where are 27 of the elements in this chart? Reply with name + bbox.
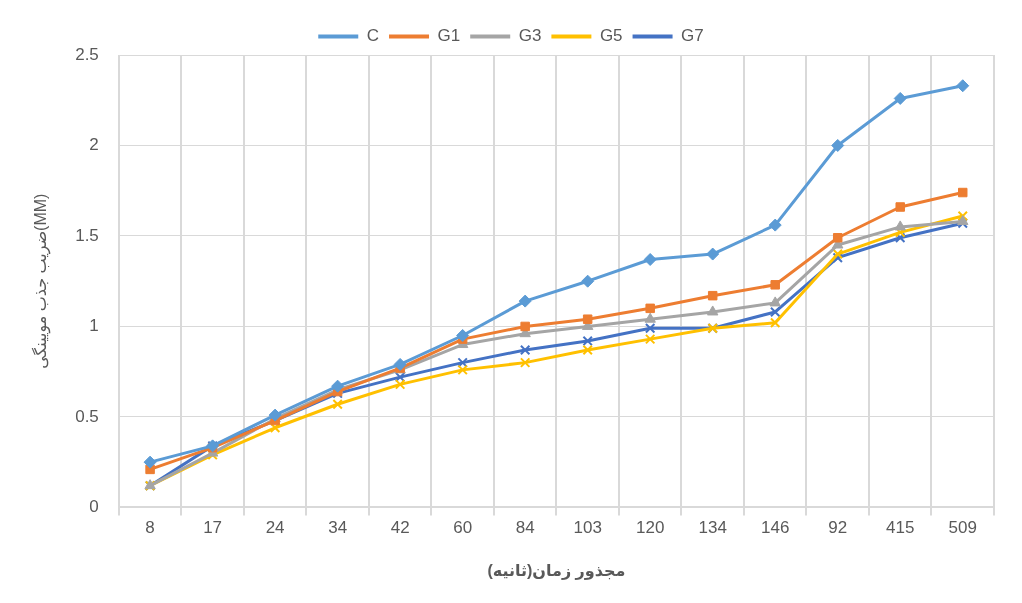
x-tick-label: 34 bbox=[328, 518, 348, 538]
legend-label: G3 bbox=[518, 26, 542, 46]
y-tick-label: 0 bbox=[89, 497, 99, 517]
x-tick-label: 509 bbox=[948, 518, 977, 538]
x-tick-label: 60 bbox=[453, 518, 473, 538]
x-axis-title: مجذور زمان(ثانیه) bbox=[487, 561, 626, 580]
x-tick-label: 84 bbox=[515, 518, 535, 538]
x-tick-label: 42 bbox=[390, 518, 410, 538]
y-tick-label: 0.5 bbox=[75, 406, 99, 426]
y-axis-title: ضریب جذب مویینگی(MM) bbox=[31, 193, 52, 369]
legend-label: G7 bbox=[681, 26, 704, 46]
x-tick-label: 92 bbox=[828, 518, 848, 538]
y-tick-label: 1.5 bbox=[75, 225, 99, 245]
x-tick-label: 24 bbox=[265, 518, 285, 538]
x-tick-label: 120 bbox=[636, 518, 665, 538]
y-tick-label: 2 bbox=[89, 135, 99, 155]
x-tick-label: 17 bbox=[203, 518, 223, 538]
x-tick-label: 134 bbox=[698, 518, 727, 538]
x-tick-label: 415 bbox=[886, 518, 915, 538]
legend-label: C bbox=[366, 26, 380, 46]
legend-label: G1 bbox=[437, 26, 461, 46]
x-tick-label: 146 bbox=[761, 518, 790, 538]
y-tick-label: 1 bbox=[89, 316, 99, 336]
legend-label: G5 bbox=[599, 26, 623, 46]
x-tick-label: 8 bbox=[145, 518, 155, 538]
y-tick-label: 2.5 bbox=[75, 44, 99, 64]
x-tick-label: 103 bbox=[573, 518, 602, 538]
